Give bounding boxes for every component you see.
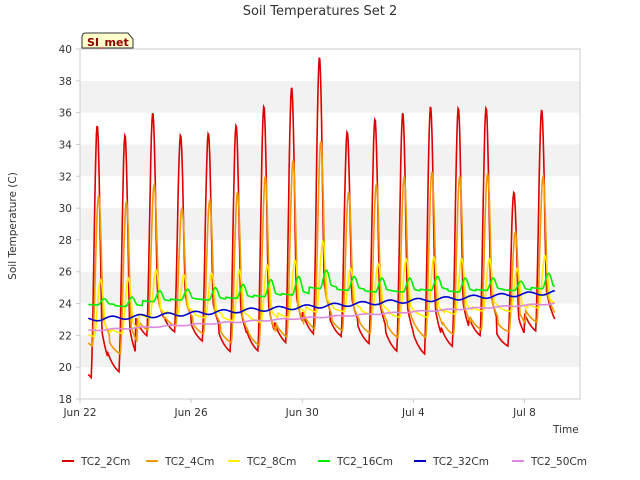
legend-item-label: TC2_32Cm bbox=[432, 456, 489, 468]
y-tick-label: 30 bbox=[59, 203, 72, 215]
plot-frame bbox=[79, 48, 581, 400]
y-tick-label: 24 bbox=[59, 299, 73, 311]
grid-band bbox=[80, 208, 580, 240]
site-badge: SI_met bbox=[81, 32, 134, 49]
x-axis-label: Time bbox=[552, 424, 579, 436]
legend-item-label: TC2_4Cm bbox=[164, 456, 214, 468]
site-badge-label: SI_met bbox=[87, 36, 129, 49]
x-tick-label: Jul 4 bbox=[401, 407, 425, 419]
series-line-tc2_4cm bbox=[87, 141, 556, 356]
series-lines bbox=[87, 57, 556, 380]
grid-band bbox=[80, 176, 580, 209]
x-tick-label: Jul 8 bbox=[512, 407, 536, 419]
y-tick-label: 28 bbox=[59, 235, 72, 247]
y-tick-label: 32 bbox=[59, 171, 72, 183]
x-tick-label: Jun 30 bbox=[285, 407, 319, 419]
x-tick-label: Jun 26 bbox=[174, 407, 208, 419]
chart-title: Soil Temperatures Set 2 bbox=[243, 4, 398, 19]
y-tick-label: 38 bbox=[59, 76, 72, 88]
grid-band bbox=[80, 239, 580, 272]
grid-band bbox=[80, 144, 580, 177]
grid-band bbox=[80, 80, 580, 113]
y-tick-label: 36 bbox=[59, 108, 73, 120]
legend-item-label: TC2_2Cm bbox=[80, 456, 130, 468]
y-axis-label: Soil Temperature (C) bbox=[7, 172, 19, 280]
series-line-tc2_32cm bbox=[88, 289, 556, 322]
y-tick-label: 18 bbox=[59, 394, 72, 406]
grid-band bbox=[80, 112, 580, 145]
site-badge-box bbox=[81, 32, 134, 49]
series-line-tc2_50cm bbox=[88, 302, 555, 332]
grid-bands bbox=[80, 49, 580, 399]
grid-band bbox=[80, 367, 580, 399]
x-axis-ticks: Jun 22 Jun 26 Jun 30 Jul 4 Jul 8 bbox=[62, 399, 536, 419]
y-tick-label: 40 bbox=[59, 44, 72, 56]
series-line-tc2_2cm bbox=[87, 57, 556, 380]
y-tick-label: 34 bbox=[59, 139, 73, 151]
legend-item-label: TC2_50Cm bbox=[530, 456, 587, 468]
legend-item-label: TC2_16Cm bbox=[336, 456, 393, 468]
legend: TC2_2Cm TC2_4Cm TC2_8Cm TC2_16Cm TC2_32Cm TC2… bbox=[62, 456, 587, 468]
legend-item-label: TC2_8Cm bbox=[246, 456, 296, 468]
y-tick-label: 22 bbox=[59, 330, 72, 342]
y-tick-label: 20 bbox=[59, 362, 72, 374]
grid-band bbox=[80, 49, 580, 81]
y-tick-label: 26 bbox=[59, 267, 73, 279]
y-axis-ticks: 18 20 22 24 26 28 30 32 34 36 38 40 bbox=[59, 44, 80, 406]
series-line-tc2_16cm bbox=[88, 269, 556, 308]
grid-band bbox=[80, 335, 580, 368]
x-tick-label: Jun 22 bbox=[62, 407, 96, 419]
